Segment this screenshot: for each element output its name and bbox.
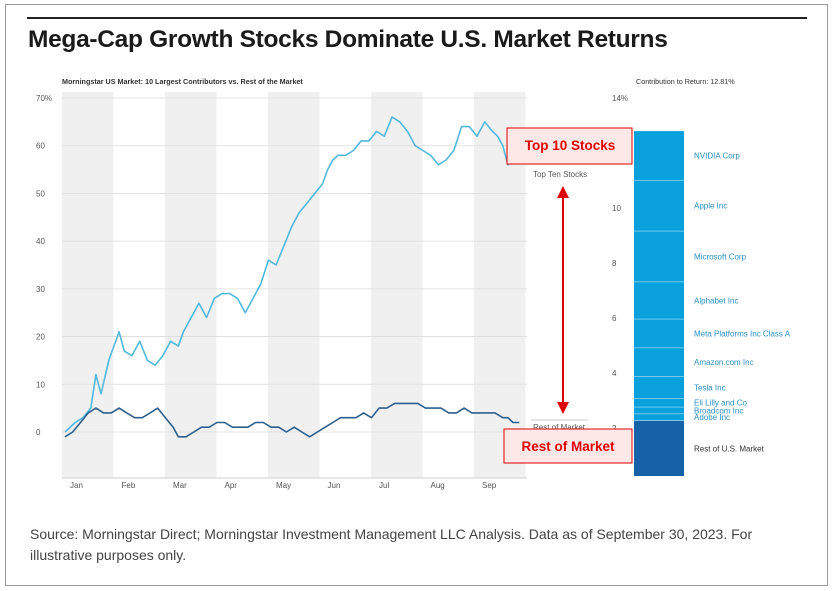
- bar-y-tick-label: 4: [612, 369, 617, 378]
- bar-segment-label: Microsoft Corp: [694, 252, 747, 261]
- rest-callout-label: Rest of Market: [521, 439, 615, 454]
- range-arrow-bottom: [557, 402, 569, 414]
- bar-segment: [634, 318, 684, 348]
- bar-segment-label: Eli Lilly and Co: [694, 399, 747, 408]
- x-tick-label: Jan: [70, 481, 83, 490]
- bar-segment-label: Meta Platforms Inc Class A: [694, 329, 791, 338]
- y-tick-label: 60: [36, 142, 45, 151]
- series-line-rest: [64, 402, 520, 438]
- bar-y-tick-label: 6: [612, 314, 617, 323]
- y-tick-label: 30: [36, 285, 45, 294]
- x-tick-label: Feb: [122, 481, 136, 490]
- bar-y-tick-label: 14%: [612, 94, 628, 103]
- bar-chart-title: Contribution to Return: 12.81%: [636, 77, 735, 86]
- bar-segment-label: Tesla Inc: [694, 384, 726, 393]
- series-lines: [64, 116, 520, 438]
- bar-segment-label: Amazon.com Inc: [694, 358, 754, 367]
- y-tick-label: 50: [36, 189, 45, 198]
- x-tick-label: Mar: [173, 481, 187, 490]
- bar-segment-label: Apple Inc: [694, 201, 727, 210]
- y-tick-label: 40: [36, 237, 45, 246]
- x-tick-label: Jun: [328, 481, 341, 490]
- bar-segment: [634, 376, 684, 399]
- range-arrow-top: [557, 186, 569, 198]
- bar-segment: [634, 179, 684, 231]
- bar-segment: [634, 130, 684, 180]
- annotations: Top 10 Stocks Rest of Market: [503, 127, 633, 464]
- gridlines: [62, 97, 527, 479]
- bar-segment: [634, 420, 684, 476]
- y-tick-label: 0: [36, 428, 41, 437]
- month-bands: [62, 92, 526, 478]
- bar-segment-label: Rest of U.S. Market: [694, 444, 765, 453]
- line-x-ticks: Jan Feb Mar Apr May Jun Jul Aug Sep: [70, 481, 497, 490]
- bar-segment: [634, 281, 684, 319]
- bar-segment-label: Broadcom Inc: [694, 406, 743, 415]
- y-tick-label: 70%: [36, 94, 52, 103]
- x-tick-label: Jul: [379, 481, 389, 490]
- x-tick-label: Apr: [225, 481, 238, 490]
- bar-segment-label: Alphabet Inc: [694, 296, 738, 305]
- x-tick-label: May: [276, 481, 291, 490]
- month-band: [165, 92, 217, 478]
- x-tick-label: Aug: [431, 481, 445, 490]
- y-tick-label: 20: [36, 333, 45, 342]
- month-band: [62, 92, 114, 478]
- page-title: Mega-Cap Growth Stocks Dominate U.S. Mar…: [28, 26, 668, 53]
- series-line-top10: [64, 116, 520, 433]
- end-label-top10: Top Ten Stocks: [533, 170, 587, 179]
- bar-y-tick-label: 8: [612, 259, 617, 268]
- month-band: [371, 92, 423, 478]
- bar-segment-label: Adobe Inc: [694, 413, 730, 422]
- y-tick-label: 10: [36, 380, 45, 389]
- x-tick-label: Sep: [482, 481, 497, 490]
- bar-segment: [634, 347, 684, 377]
- top10-callout-label: Top 10 Stocks: [525, 138, 616, 153]
- bar-y-tick-label: 10: [612, 204, 621, 213]
- rest-callout-box: [503, 428, 633, 464]
- top10-callout-box: [506, 127, 633, 165]
- source-note: Source: Morningstar Direct; Morningstar …: [30, 526, 753, 563]
- line-y-ticks: 70% 60 50 40 30 20 10 0: [36, 94, 52, 437]
- title-rule: [27, 17, 807, 19]
- bar-segment-label: NVIDIA Corp: [694, 151, 740, 160]
- line-chart-title: Morningstar US Market: 10 Largest Contri…: [62, 77, 303, 86]
- bar-segment: [634, 406, 684, 414]
- month-band: [268, 92, 320, 478]
- bar-segment: [634, 413, 684, 421]
- bar-segment: [634, 230, 684, 282]
- bar-segment: [634, 398, 684, 407]
- end-label-rest: Rest of Market: [533, 423, 586, 432]
